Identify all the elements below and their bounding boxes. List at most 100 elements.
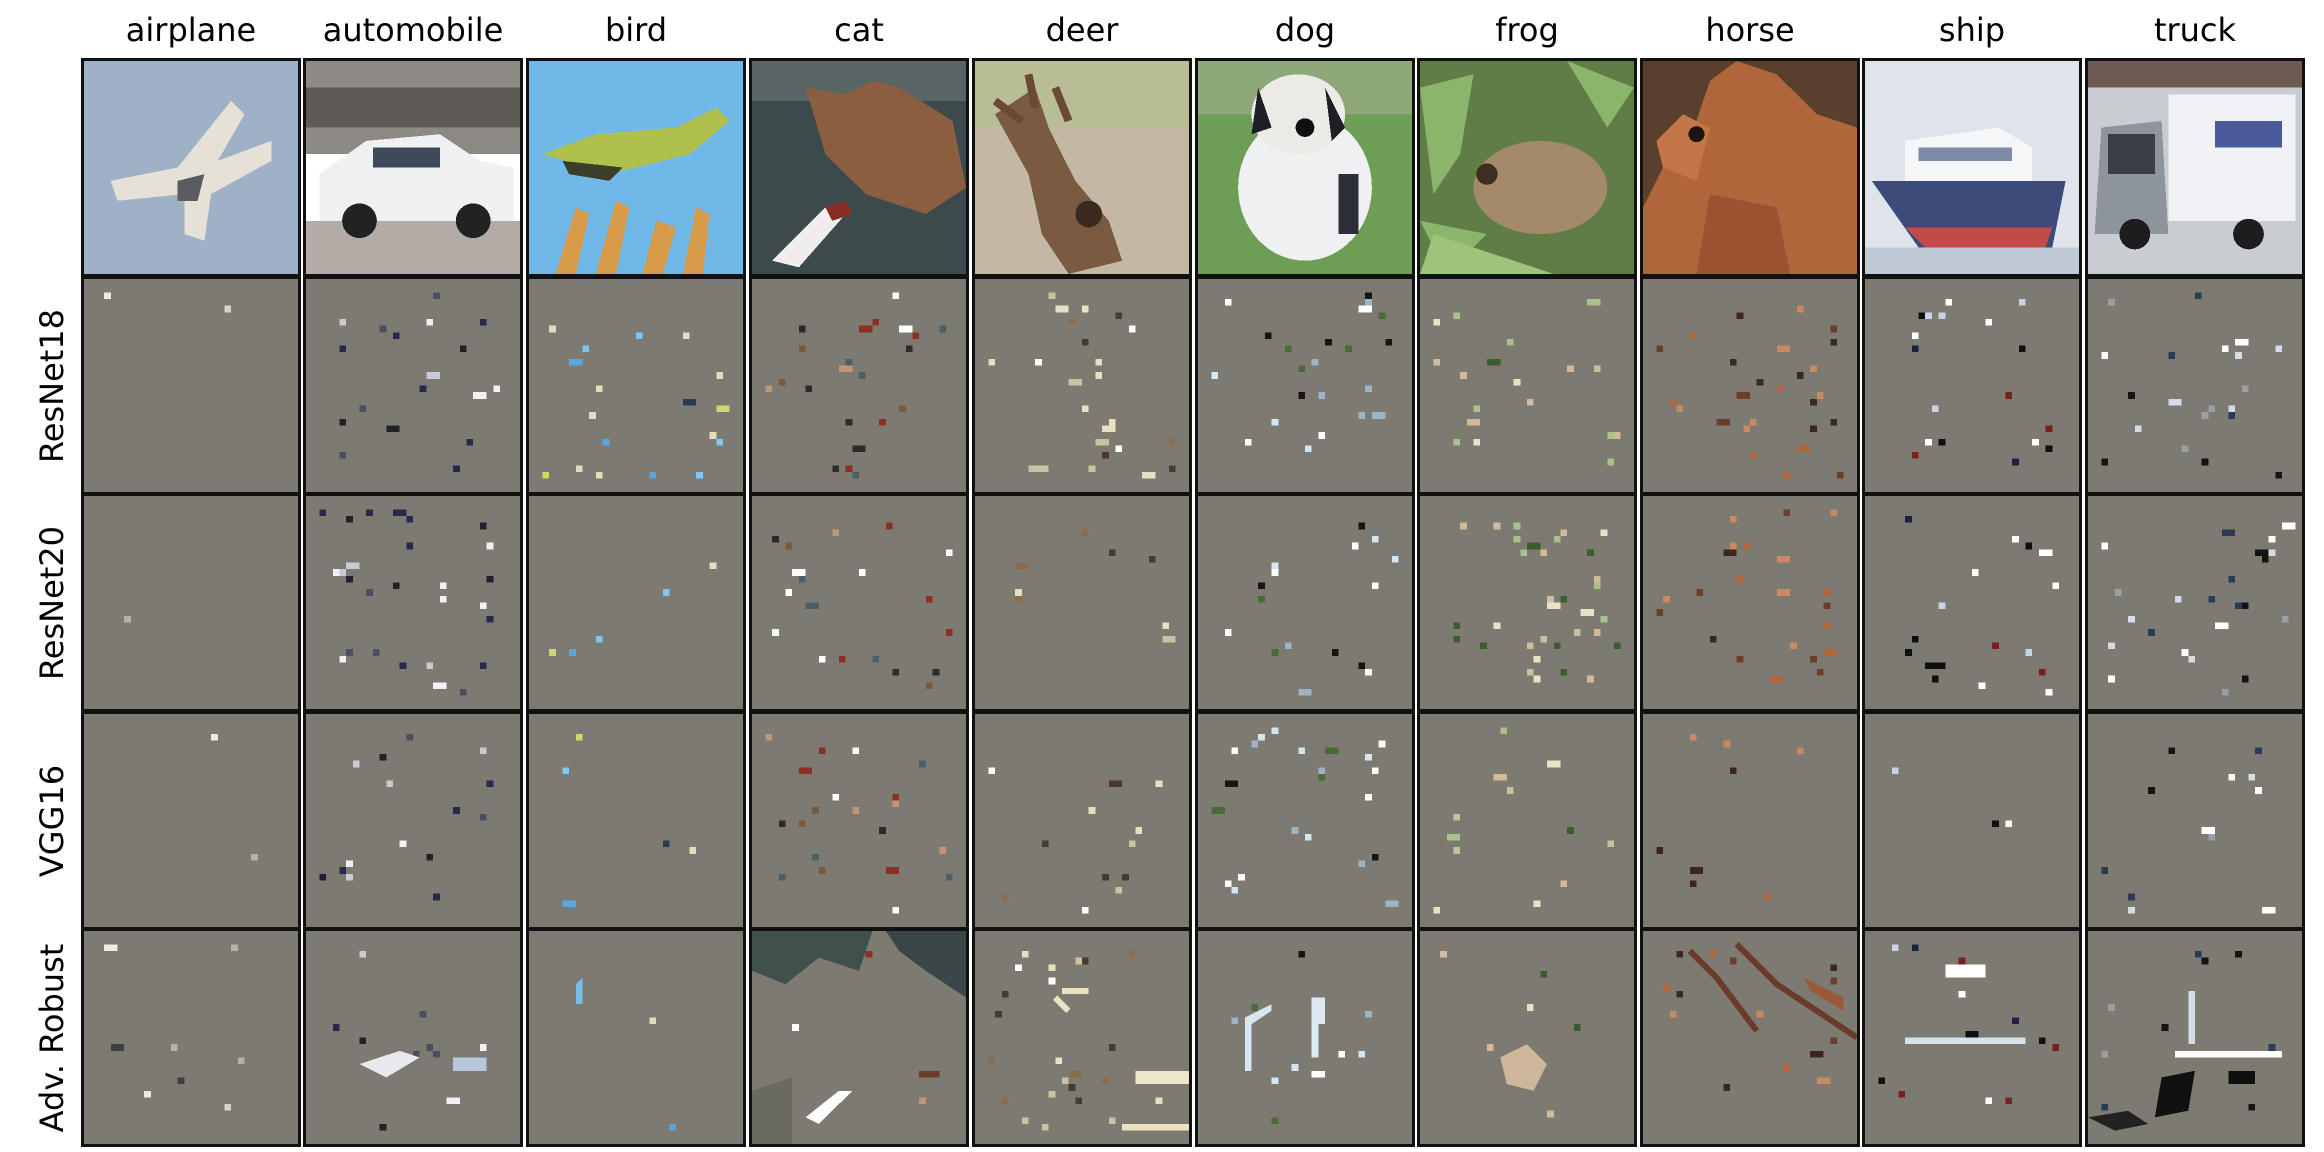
- perturbation-mask-adv-robust-truck: [2085, 928, 2305, 1147]
- pixel: [1938, 662, 1946, 670]
- pixel: [798, 345, 806, 353]
- pixel: [1830, 977, 1837, 985]
- row-label-resnet18: ResNet18: [33, 308, 71, 462]
- pixel: [339, 318, 347, 326]
- mask-stroke: [2174, 1050, 2282, 1058]
- pixel: [1527, 542, 1541, 550]
- pixel: [1689, 733, 1697, 741]
- pixel: [1593, 629, 1601, 636]
- pixel: [1015, 589, 1022, 596]
- pixel: [1271, 1077, 1279, 1085]
- pixel: [1433, 318, 1441, 326]
- pixel: [1750, 452, 1757, 459]
- pixel: [582, 345, 590, 353]
- pixel: [805, 602, 819, 610]
- pixel: [1736, 655, 1744, 663]
- pixel: [662, 840, 670, 848]
- pixel: [1291, 1064, 1299, 1071]
- pixel: [709, 562, 717, 570]
- pixel: [406, 515, 413, 523]
- pixel: [1015, 964, 1022, 971]
- pixel: [649, 472, 657, 479]
- pixel: [1075, 1097, 1082, 1105]
- perturbation-mask-adv-robust-airplane: [81, 928, 301, 1147]
- pixel: [1911, 944, 1919, 951]
- perturbation-mask-vgg16-cat: [749, 711, 969, 930]
- pixel: [2005, 1097, 2013, 1105]
- pixel: [1108, 549, 1116, 556]
- pixel: [2128, 615, 2135, 623]
- mask-pixels: [562, 733, 697, 908]
- perturbation-mask-resnet20-automobile: [303, 493, 523, 712]
- pixel: [1540, 549, 1548, 556]
- column-header-frog: frog: [1495, 11, 1559, 49]
- pixel: [1656, 609, 1664, 616]
- pixel: [919, 760, 926, 768]
- pixel: [453, 465, 460, 473]
- pixel: [2018, 298, 2026, 306]
- pixel: [319, 873, 327, 881]
- pixel: [778, 820, 786, 828]
- pixel: [1520, 549, 1527, 556]
- pixel: [1931, 405, 1939, 413]
- pixel: [392, 509, 407, 516]
- pixel: [170, 1044, 178, 1051]
- pixel: [1783, 472, 1791, 479]
- pixel: [2005, 820, 2013, 828]
- pixel: [865, 950, 873, 958]
- pixel: [2275, 345, 2282, 353]
- pixel: [1271, 562, 1279, 570]
- column-header-cat: cat: [834, 11, 884, 49]
- pixel: [852, 747, 859, 754]
- pixel: [1723, 1084, 1730, 1091]
- pixel: [589, 412, 596, 419]
- pixel: [2235, 338, 2249, 346]
- pixel: [682, 398, 697, 406]
- pixel: [466, 438, 474, 446]
- pixel: [1663, 595, 1670, 603]
- mask-stroke: [919, 1070, 940, 1078]
- perturbation-mask-resnet20-horse: [1640, 493, 1860, 712]
- pixel: [1709, 635, 1717, 643]
- pixel: [1358, 305, 1372, 313]
- perturbation-mask-resnet20-cat: [749, 493, 969, 712]
- pixel: [1108, 418, 1116, 426]
- pixel: [1331, 649, 1339, 656]
- pixel: [479, 522, 487, 530]
- pixel: [1453, 813, 1461, 821]
- pixel: [1460, 522, 1467, 530]
- pixel: [2268, 1044, 2276, 1051]
- pixel: [1816, 669, 1824, 676]
- pixel: [1365, 753, 1372, 761]
- pixel: [433, 1050, 440, 1058]
- pixel: [925, 595, 933, 603]
- pixel: [104, 292, 111, 299]
- pixel: [595, 385, 603, 393]
- pixel: [1068, 378, 1082, 386]
- cat-image: [752, 61, 966, 274]
- pixel: [1830, 325, 1837, 333]
- original-image-airplane: [81, 58, 301, 277]
- pixel: [892, 907, 900, 914]
- pixel: [339, 418, 347, 426]
- dog-image: [1198, 61, 1412, 274]
- pixel: [919, 1097, 926, 1105]
- pixel: [1082, 405, 1089, 413]
- pixel: [2268, 549, 2276, 556]
- pixel: [1258, 595, 1265, 603]
- pixel: [1567, 365, 1574, 373]
- pixel: [1035, 358, 1042, 366]
- pixel: [1776, 589, 1791, 596]
- mask-pixels: [319, 509, 494, 696]
- perturbation-mask-resnet18-horse: [1640, 276, 1860, 495]
- pixel: [346, 873, 353, 881]
- pixel: [1453, 622, 1461, 630]
- pixel: [251, 853, 258, 861]
- pixel: [1055, 1057, 1062, 1065]
- pixel: [812, 853, 819, 861]
- pixel: [2241, 385, 2249, 393]
- pixel: [433, 893, 440, 901]
- perturbation-mask-adv-robust-bird: [526, 928, 746, 1147]
- pixel: [2114, 589, 2122, 596]
- pixel: [1796, 372, 1804, 379]
